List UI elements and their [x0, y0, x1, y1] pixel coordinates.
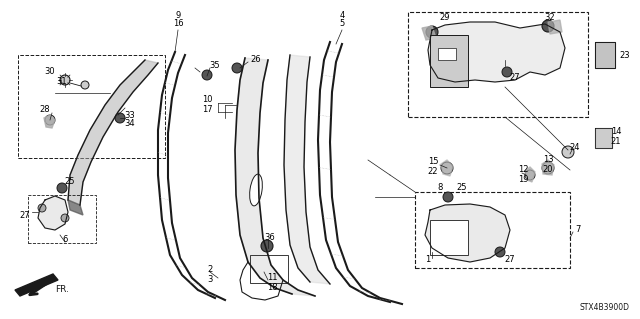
Text: 16: 16: [173, 19, 183, 28]
Polygon shape: [15, 274, 58, 296]
Polygon shape: [548, 20, 562, 34]
Text: 12: 12: [518, 166, 528, 174]
Text: 29: 29: [440, 13, 451, 23]
Polygon shape: [542, 160, 554, 175]
Text: 27: 27: [505, 256, 515, 264]
Text: 33: 33: [125, 110, 136, 120]
Circle shape: [232, 63, 242, 73]
Polygon shape: [44, 115, 55, 128]
Text: 23: 23: [620, 50, 630, 60]
Circle shape: [57, 183, 67, 193]
Text: 27: 27: [509, 73, 520, 83]
Polygon shape: [422, 26, 436, 40]
Circle shape: [443, 192, 453, 202]
Text: 35: 35: [210, 61, 220, 70]
Polygon shape: [525, 167, 535, 182]
Circle shape: [502, 67, 512, 77]
Text: 4: 4: [339, 11, 344, 19]
Text: 6: 6: [62, 235, 68, 244]
Polygon shape: [68, 200, 83, 215]
Text: 30: 30: [45, 68, 55, 77]
Bar: [250, 255, 288, 283]
Text: 25: 25: [457, 183, 467, 192]
Circle shape: [202, 70, 212, 80]
Text: 31: 31: [57, 78, 67, 86]
Text: 2: 2: [207, 265, 212, 275]
Circle shape: [115, 113, 125, 123]
Text: 24: 24: [570, 144, 580, 152]
Bar: [430, 220, 468, 255]
Circle shape: [81, 81, 89, 89]
Polygon shape: [284, 55, 330, 284]
Circle shape: [45, 115, 55, 125]
Polygon shape: [425, 204, 510, 262]
Bar: [415, 192, 570, 268]
Bar: [438, 48, 456, 60]
Circle shape: [562, 146, 574, 158]
Bar: [28, 195, 96, 243]
Bar: [18, 55, 165, 158]
Text: 28: 28: [40, 106, 51, 115]
Text: 8: 8: [437, 183, 443, 192]
Text: 14: 14: [611, 128, 621, 137]
Circle shape: [426, 26, 438, 38]
Polygon shape: [235, 58, 315, 296]
Circle shape: [495, 247, 505, 257]
Text: 1: 1: [426, 256, 431, 264]
Circle shape: [525, 170, 535, 180]
Text: 32: 32: [545, 13, 556, 23]
Text: FR.: FR.: [55, 286, 69, 294]
Circle shape: [61, 214, 69, 222]
Polygon shape: [68, 60, 158, 205]
Polygon shape: [595, 42, 615, 68]
Text: 7: 7: [575, 226, 580, 234]
Text: 20: 20: [543, 166, 553, 174]
Ellipse shape: [250, 174, 262, 206]
Text: 21: 21: [611, 137, 621, 146]
Polygon shape: [441, 160, 453, 176]
Text: 19: 19: [518, 174, 528, 183]
Circle shape: [542, 162, 554, 174]
Text: 9: 9: [175, 11, 180, 19]
Text: 10: 10: [202, 95, 212, 105]
Text: 22: 22: [428, 167, 438, 175]
Circle shape: [261, 240, 273, 252]
Bar: [430, 35, 468, 87]
Text: STX4B3900D: STX4B3900D: [580, 303, 630, 313]
Polygon shape: [428, 22, 565, 82]
Text: 34: 34: [125, 120, 135, 129]
Circle shape: [441, 162, 453, 174]
Text: 13: 13: [543, 155, 554, 165]
Circle shape: [38, 204, 46, 212]
Text: 17: 17: [202, 106, 212, 115]
Circle shape: [60, 75, 70, 85]
Polygon shape: [595, 128, 612, 148]
Text: 3: 3: [207, 276, 212, 285]
Text: 26: 26: [251, 56, 261, 64]
Text: 11: 11: [267, 273, 277, 283]
Text: 25: 25: [65, 177, 76, 187]
Text: 27: 27: [20, 211, 30, 219]
Polygon shape: [38, 196, 68, 230]
Circle shape: [542, 20, 554, 32]
Bar: [408, 12, 588, 117]
Text: 15: 15: [428, 158, 438, 167]
Text: 5: 5: [339, 19, 344, 28]
Text: 18: 18: [267, 284, 277, 293]
Text: 36: 36: [264, 234, 275, 242]
